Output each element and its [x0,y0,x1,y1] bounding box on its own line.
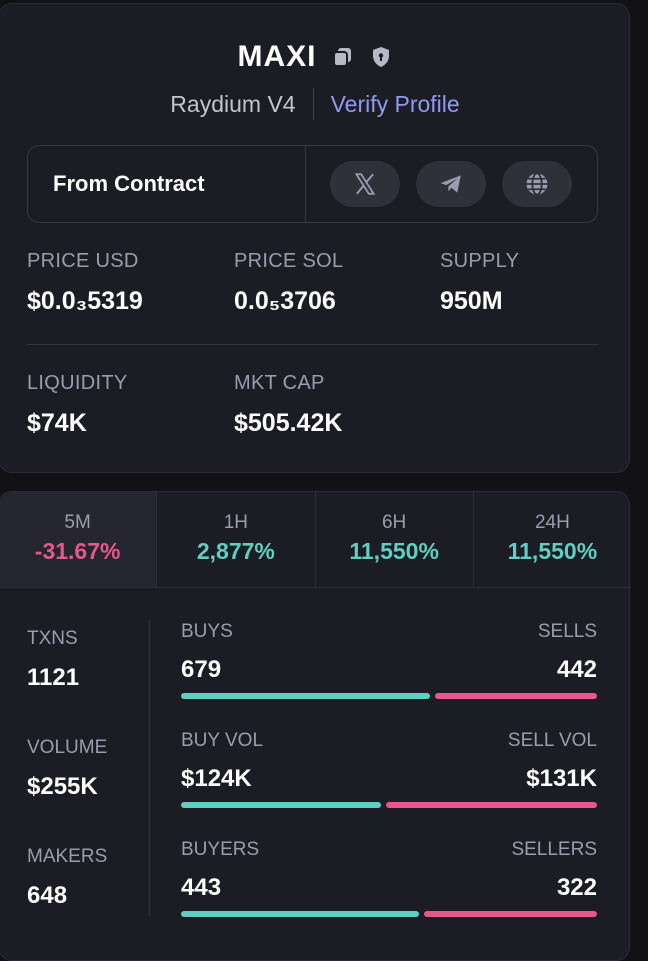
tab-label: 6H [381,512,407,533]
tab-change: 2,877% [196,538,275,564]
liquidity-stat: LIQUIDITY $74K [27,372,128,438]
volume-value: $255K [27,773,98,800]
token-name: MAXI [237,40,317,73]
tab-change: 11,550% [507,538,598,564]
buyers-value: 443 [181,874,222,901]
tabs-divider [0,587,631,588]
tab-label: 24H [534,512,570,533]
dex-name: Raydium V4 [170,90,296,117]
txns-ratio-bar [181,693,597,699]
txns-metric: TXNS 1121 [27,628,79,692]
timeframe-tabs: 5M -31.67% 1H 2,877% 6H 11,550% 24H 11,5… [0,492,631,587]
volume-metric: VOLUME $255K [27,737,107,801]
token-info-card: MAXI Raydium V4 Verify Profile From Cont… [0,3,630,473]
sells-bar [434,693,597,699]
x-twitter-button[interactable] [330,161,400,207]
contract-box: From Contract [27,145,598,223]
buys-value: 679 [181,656,222,683]
buy-vol-label: BUY VOL [181,730,264,751]
sellers-value: 322 [556,874,597,901]
contract-label[interactable]: From Contract [53,171,205,196]
liquidity-label: LIQUIDITY [27,372,128,394]
tab-label: 1H [223,512,249,533]
supply-value: 950M [440,287,503,315]
buyers-label: BUYERS [181,839,260,860]
verify-profile-link[interactable]: Verify Profile [330,90,460,117]
price-usd-label: PRICE USD [27,250,139,272]
website-button[interactable] [502,161,572,207]
token-subtitle-row: Raydium V4 Verify Profile [0,88,631,120]
volume-bar-row: BUY VOL SELL VOL $124K $131K [181,730,597,808]
buy-vol-value: $124K [181,765,252,792]
tab-24h[interactable]: 24H 11,550% [474,492,631,587]
contract-divider [305,146,306,222]
buyers-bar [181,911,419,917]
tab-5m[interactable]: 5M -31.67% [0,492,158,587]
telegram-button[interactable] [416,161,486,207]
mkt-cap-stat: MKT CAP $505.42K [234,372,342,438]
liquidity-value: $74K [27,409,87,437]
price-usd-value: $0.0₃5319 [27,287,143,315]
sellers-label: SELLERS [511,839,597,860]
sellers-bar [423,911,597,917]
price-usd-stat: PRICE USD $0.0₃5319 [27,250,143,316]
subtitle-divider [312,88,314,120]
buys-label: BUYS [181,621,233,642]
tab-change: -31.67% [34,538,121,564]
price-sol-stat: PRICE SOL 0.0₅3706 [234,250,343,316]
sells-value: 442 [556,656,597,683]
volume-ratio-bar [181,802,597,808]
makers-ratio-bar [181,911,597,917]
tab-change: 11,550% [349,538,439,564]
shield-lock-icon[interactable] [369,45,393,69]
trading-stats-card: 5M -31.67% 1H 2,877% 6H 11,550% 24H 11,5… [0,491,631,961]
tab-6h[interactable]: 6H 11,550% [316,492,474,587]
volume-label: VOLUME [27,737,108,758]
mkt-cap-value: $505.42K [234,409,343,437]
stats-divider [27,344,598,345]
txns-label: TXNS [27,628,78,649]
sells-label: SELLS [537,621,597,642]
tab-label: 5M [64,512,91,533]
buy-vol-bar [181,802,381,808]
makers-value: 648 [27,882,68,909]
makers-metric: MAKERS 648 [27,846,107,910]
makers-bar-row: BUYERS SELLERS 443 322 [181,839,597,917]
mkt-cap-label: MKT CAP [234,372,325,394]
copy-icon[interactable] [331,45,355,69]
token-title-row: MAXI [0,40,631,74]
sell-vol-label: SELL VOL [507,730,597,751]
telegram-icon [440,175,461,193]
price-sol-value: 0.0₅3706 [234,287,336,315]
metrics-divider [149,620,150,916]
tab-1h[interactable]: 1H 2,877% [157,492,316,587]
globe-icon [526,172,548,196]
x-twitter-icon [354,173,376,195]
buys-bar [181,693,430,699]
price-sol-label: PRICE SOL [234,250,344,272]
sell-vol-bar [385,802,597,808]
makers-label: MAKERS [27,846,108,867]
txns-bar-row: BUYS SELLS 679 442 [181,621,597,699]
supply-stat: SUPPLY 950M [440,250,519,316]
sell-vol-value: $131K [526,765,597,792]
supply-label: SUPPLY [440,250,520,272]
txns-value: 1121 [27,664,80,691]
